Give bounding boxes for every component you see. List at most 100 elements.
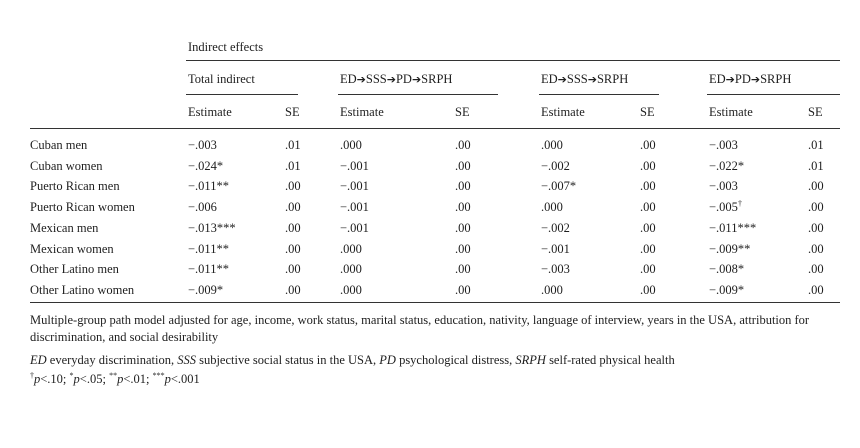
se-cell: .01 (808, 138, 824, 152)
p-threshold: <.01; (123, 372, 153, 386)
se-cell: .00 (455, 179, 471, 194)
se-column-header: SE (808, 105, 823, 119)
abbr-definition: subjective social status in the USA, (195, 353, 380, 367)
se-cell: .00 (808, 200, 824, 215)
estimate-cell: .000 (340, 138, 362, 152)
se-cell: .00 (808, 282, 824, 297)
se-column-header: SE (640, 105, 655, 119)
arrow-icon: ➔ (411, 73, 422, 86)
row-label: Puerto Rican men (30, 179, 120, 194)
estimate-cell: −.003 (188, 138, 217, 152)
se-cell: .00 (808, 179, 824, 194)
estimate-cell: .000 (541, 282, 563, 297)
estimate-cell: −.008* (709, 262, 745, 277)
indirect-effects-heading: Indirect effects (188, 40, 264, 54)
footnote-significance: †p<.10; *p<.05; **p<.01; ***p<.001 (30, 371, 840, 388)
estimate-cell: −.003 (541, 262, 570, 277)
estimate-cell: −.003 (709, 179, 738, 194)
p-symbol: p (164, 372, 171, 386)
p-threshold: <.10; (40, 372, 70, 386)
abbr-definition: psychological distress, (395, 353, 516, 367)
se-cell: .00 (285, 200, 301, 215)
se-cell: .00 (640, 200, 656, 215)
p-threshold: <.05; (79, 372, 110, 386)
row-label: Puerto Rican women (30, 200, 135, 215)
row-label: Cuban women (30, 158, 103, 173)
group-rule-1 (186, 94, 298, 95)
estimate-column-header: Estimate (340, 105, 384, 119)
significance-mark: * (69, 371, 74, 380)
se-cell: .00 (285, 241, 301, 256)
se-cell: .00 (455, 241, 471, 256)
estimate-cell: −.011*** (709, 220, 757, 235)
row-label: Other Latino women (30, 282, 135, 297)
estimate-cell: −.006 (188, 200, 217, 215)
group-rule-3 (539, 94, 659, 95)
se-cell: .00 (285, 282, 301, 297)
estimate-cell: −.001 (541, 241, 570, 256)
se-column-header: SE (285, 105, 300, 119)
se-cell: .00 (455, 220, 471, 235)
estimate-cell: −.009* (709, 282, 745, 297)
estimate-cell: −.024* (188, 158, 224, 173)
se-cell: .00 (285, 179, 301, 194)
estimate-cell: −.002 (541, 220, 570, 235)
se-cell: .00 (640, 158, 656, 173)
se-cell: .00 (640, 262, 656, 277)
dagger-mark: † (737, 199, 742, 209)
se-column-header: SE (455, 105, 470, 119)
estimate-cell: −.001 (340, 158, 369, 173)
se-cell: .00 (455, 282, 471, 297)
significance-mark: † (30, 371, 34, 380)
se-cell: .00 (455, 158, 471, 173)
estimate-cell: −.001 (340, 179, 369, 194)
estimate-cell: .000 (340, 262, 362, 277)
estimate-cell: −.022* (709, 158, 745, 173)
footnote-model: Multiple-group path model adjusted for a… (30, 313, 810, 344)
estimate-cell: −.011** (188, 262, 229, 277)
estimate-cell: .000 (340, 282, 362, 297)
arrow-icon: ➔ (557, 73, 567, 86)
estimate-value: −.005 (709, 200, 738, 215)
se-cell: .00 (455, 138, 471, 152)
se-cell: .01 (285, 158, 301, 173)
estimate-cell: −.001 (340, 220, 369, 235)
header-rule-bottom (30, 128, 840, 129)
estimate-cell: .000 (541, 138, 563, 152)
estimate-cell: −.007* (541, 179, 577, 194)
estimate-cell: −.013*** (188, 220, 236, 235)
row-label: Other Latino men (30, 262, 119, 277)
estimate-column-header: Estimate (188, 105, 232, 119)
se-cell: .00 (455, 200, 471, 215)
estimate-cell: −.001 (340, 200, 369, 215)
se-cell: .00 (808, 241, 824, 256)
se-cell: .00 (808, 262, 824, 277)
group-ed-pd-srph: ED➔PD➔SRPH (709, 72, 792, 86)
estimate-cell: .000 (541, 200, 563, 215)
estimate-column-header: Estimate (541, 105, 585, 119)
footnote-abbreviations: ED everyday discrimination, SSS subjecti… (30, 352, 840, 369)
p-symbol: p (117, 372, 124, 386)
arrow-icon: ➔ (386, 73, 396, 86)
se-cell: .00 (285, 220, 301, 235)
abbr-definition: self-rated physical health (545, 353, 675, 367)
row-label: Mexican men (30, 220, 99, 235)
estimate-cell: .000 (340, 241, 362, 256)
row-label: Mexican women (30, 241, 114, 256)
se-cell: .00 (640, 241, 656, 256)
p-threshold: <.001 (170, 372, 200, 386)
se-cell: .01 (285, 138, 301, 152)
se-cell: .00 (285, 262, 301, 277)
row-label: Cuban men (30, 138, 88, 152)
p-symbol: p (34, 372, 41, 386)
significance-mark: *** (152, 371, 165, 380)
abbr-definition: everyday discrimination, (46, 353, 178, 367)
se-cell: .00 (808, 220, 824, 235)
group-rule-4 (707, 94, 840, 95)
estimate-cell: −.002 (541, 158, 570, 173)
se-cell: .00 (455, 262, 471, 277)
header-rule-top (186, 60, 840, 61)
arrow-icon: ➔ (725, 73, 735, 86)
significance-mark: ** (109, 371, 118, 380)
abbr-term: SRPH (515, 353, 546, 367)
